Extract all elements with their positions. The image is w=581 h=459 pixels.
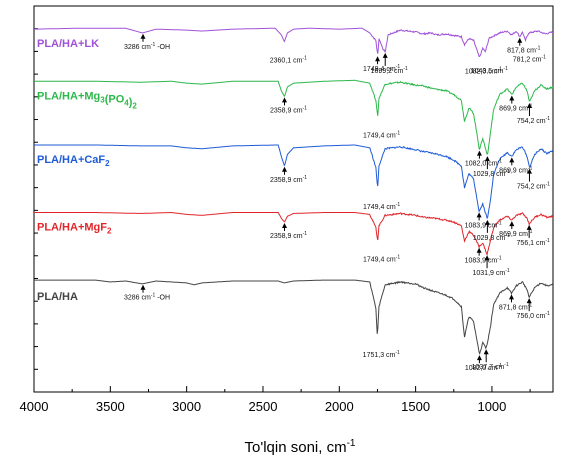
- annotation-arrowhead: [526, 103, 532, 109]
- series-label: PLA/HA+Mg3(PO4)2: [37, 90, 137, 110]
- annotation-arrowhead: [509, 157, 515, 163]
- peak-label: 1029,8 cm-1: [473, 169, 510, 178]
- peak-label: 1031,9 cm-1: [473, 268, 510, 277]
- plot-frame: [33, 5, 554, 393]
- series-labels: PLA/HA+LK PLA/HA+Mg3(PO4)2 PLA/HA+CaF2 PLA/…: [37, 38, 137, 303]
- peak-label: 1037,7 cm-1: [472, 362, 509, 371]
- series-label: PLA/HA+MgF2: [37, 222, 112, 236]
- annotation-arrowhead: [526, 298, 532, 304]
- peak-label: 871,8 cm-1: [499, 302, 532, 311]
- peak-label: 1082,0 cm-1: [465, 363, 502, 372]
- annotation-arrowhead: [476, 212, 482, 218]
- peak-label: 2358,9 cm-1: [270, 175, 307, 184]
- x-tick-label: 3500: [96, 399, 125, 414]
- peak-label: 781,2 cm-1: [513, 54, 546, 63]
- annotation-arrowhead: [476, 355, 482, 361]
- peak-label: 754,2 cm-1: [517, 182, 550, 191]
- x-tick-label: 2000: [325, 399, 354, 414]
- peak-label: 1749,4 cm-1: [363, 131, 400, 140]
- annotation-arrowhead: [282, 166, 288, 172]
- peak-label: 1083,9 cm-1: [465, 220, 502, 229]
- x-axis-title-text: To'lqin soni, cm: [245, 439, 347, 456]
- trace-line: [34, 279, 554, 356]
- peak-label: 2360,1 cm-1: [270, 55, 307, 64]
- peak-label: 756,0 cm-1: [517, 311, 550, 320]
- annotation-arrowhead: [517, 37, 523, 43]
- peak-label: 1751,3 cm-1: [363, 350, 400, 359]
- annotation-arrowhead: [484, 156, 490, 162]
- x-axis-title-sup: -1: [347, 438, 356, 449]
- annotation-arrowhead: [483, 349, 489, 355]
- peak-label: 3286 cm-1 -OH: [124, 293, 170, 302]
- annotation-arrowhead: [476, 150, 482, 156]
- peak-label: 1083,9 cm-1: [465, 256, 502, 265]
- annotation-arrowhead: [509, 294, 515, 300]
- annotation-arrowhead: [484, 255, 490, 261]
- peak-label: 1082,0 cm-1: [465, 159, 502, 168]
- peak-label: 2358,9 cm-1: [270, 231, 307, 240]
- peak-label: 1043,5 cm-1: [471, 66, 508, 75]
- x-tick-label: 2500: [249, 399, 278, 414]
- peak-label: 1749,4 cm-1: [363, 64, 400, 73]
- annotation-arrowhead: [140, 33, 146, 39]
- annotation-arrowhead: [375, 56, 381, 62]
- x-tick-label: 4000: [20, 399, 49, 414]
- peak-label: 1749,4 cm-1: [363, 202, 400, 211]
- x-tick-label: 1000: [477, 399, 506, 414]
- annotation-arrowhead: [282, 222, 288, 228]
- x-tick-label: 1500: [401, 399, 430, 414]
- peak-label: 869,9 cm-1: [499, 104, 532, 113]
- series-label: PLA/HA+CaF2: [37, 154, 110, 168]
- trace-line: [34, 212, 554, 257]
- trace-line: [33, 27, 554, 58]
- annotation-arrowhead: [484, 219, 490, 225]
- annotation-arrowhead: [382, 52, 388, 58]
- series-label: PLA/HA+LK: [37, 38, 99, 50]
- peak-label: 869,9 cm-1: [499, 229, 532, 238]
- peak-label: 754,2 cm-1: [517, 116, 550, 125]
- x-axis-title: To'lqin soni, cm-1: [245, 438, 356, 456]
- trace-line: [34, 79, 554, 156]
- annotation-arrowhead: [526, 168, 532, 174]
- peak-label: 2358,9 cm-1: [270, 105, 307, 114]
- peak-label: 869,9 cm-1: [499, 165, 532, 174]
- annotation-arrowhead: [282, 97, 288, 103]
- annotation-arrowhead: [526, 224, 532, 230]
- peak-label: 817,8 cm-1: [507, 46, 540, 55]
- peak-label: 1029,8 cm-1: [473, 233, 510, 242]
- peak-label: 1082,0 cm-1: [465, 67, 502, 76]
- x-axis-ticks: 4000 3500 3000 2500 2000 1500 1000: [20, 386, 531, 414]
- peak-label: 1749,4 cm-1: [363, 255, 400, 264]
- annotation-arrowhead: [140, 284, 146, 290]
- x-tick-label: 3000: [172, 399, 201, 414]
- peak-label: 756,1 cm-1: [517, 238, 550, 247]
- spectrum-traces: [33, 27, 554, 356]
- peak-label: 3286 cm-1 -OH: [124, 42, 170, 51]
- annotation-arrowhead: [509, 221, 515, 227]
- trace-line: [34, 144, 553, 220]
- annotation-arrowhead: [509, 95, 515, 101]
- y-axis-ticks: [34, 28, 38, 370]
- annotation-arrowhead: [476, 247, 482, 253]
- series-label: PLA/HA: [37, 291, 78, 303]
- peak-label: 1699,2 cm-1: [371, 66, 408, 75]
